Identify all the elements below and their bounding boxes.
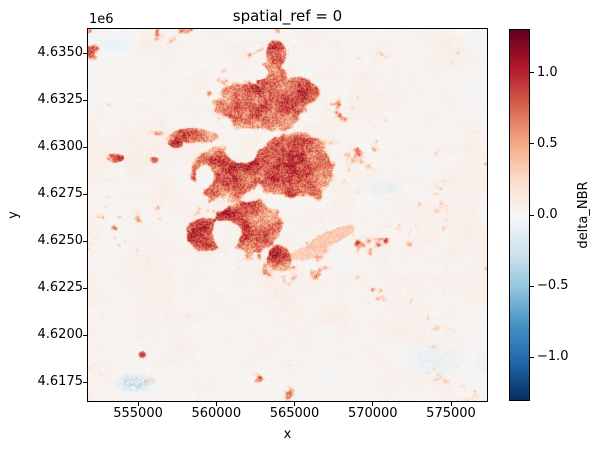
y-tick-label: 4.6175 [37,374,84,390]
y-tick-mark [83,240,87,242]
y-axis-offset-text: 1e6 [89,12,114,27]
y-tick-label: 4.6275 [37,186,84,202]
x-tick-label: 570000 [347,406,398,421]
colorbar-tick-mark [530,285,534,287]
plot-title: spatial_ref = 0 [232,7,343,25]
colorbar-tick-label: −0.5 [537,278,569,294]
y-tick-mark [83,52,87,54]
y-tick-mark [83,334,87,336]
y-tick-mark [83,381,87,383]
heatmap-image [88,29,487,401]
colorbar-tick-label: 1.0 [537,64,558,80]
x-tick-mark [137,402,139,406]
y-tick-mark [83,146,87,148]
colorbar-tick-label: 0.0 [537,207,558,222]
y-tick-label: 4.6200 [37,327,84,343]
y-tick-label: 4.6225 [37,280,84,296]
colorbar-tick-mark [530,356,534,358]
colorbar-tick-label: −1.0 [537,349,569,365]
x-tick-mark [372,402,374,406]
x-axis-label: x [283,427,292,442]
y-tick-label: 4.6325 [37,92,84,108]
x-tick-label: 555000 [113,406,163,421]
x-tick-mark [294,402,296,406]
colorbar-label: delta_NBR [576,181,591,249]
axes-frame [87,28,488,402]
y-tick-mark [83,193,87,195]
y-axis-label: y [6,211,21,219]
colorbar-tick-mark [530,214,534,216]
colorbar-tick-mark [530,72,534,74]
x-tick-label: 560000 [191,406,242,421]
y-tick-label: 4.6250 [37,233,84,249]
y-tick-mark [83,99,87,101]
colorbar-tick-label: 0.5 [537,135,558,151]
colorbar-frame [509,29,530,401]
x-tick-mark [215,402,217,406]
y-tick-label: 4.6300 [37,139,84,155]
colorbar-gradient [510,30,529,400]
y-tick-label: 4.6350 [37,45,84,61]
x-tick-label: 575000 [426,406,476,421]
y-tick-mark [83,287,87,289]
x-tick-label: 565000 [269,406,320,421]
x-tick-mark [450,402,452,406]
colorbar-tick-mark [530,143,534,145]
